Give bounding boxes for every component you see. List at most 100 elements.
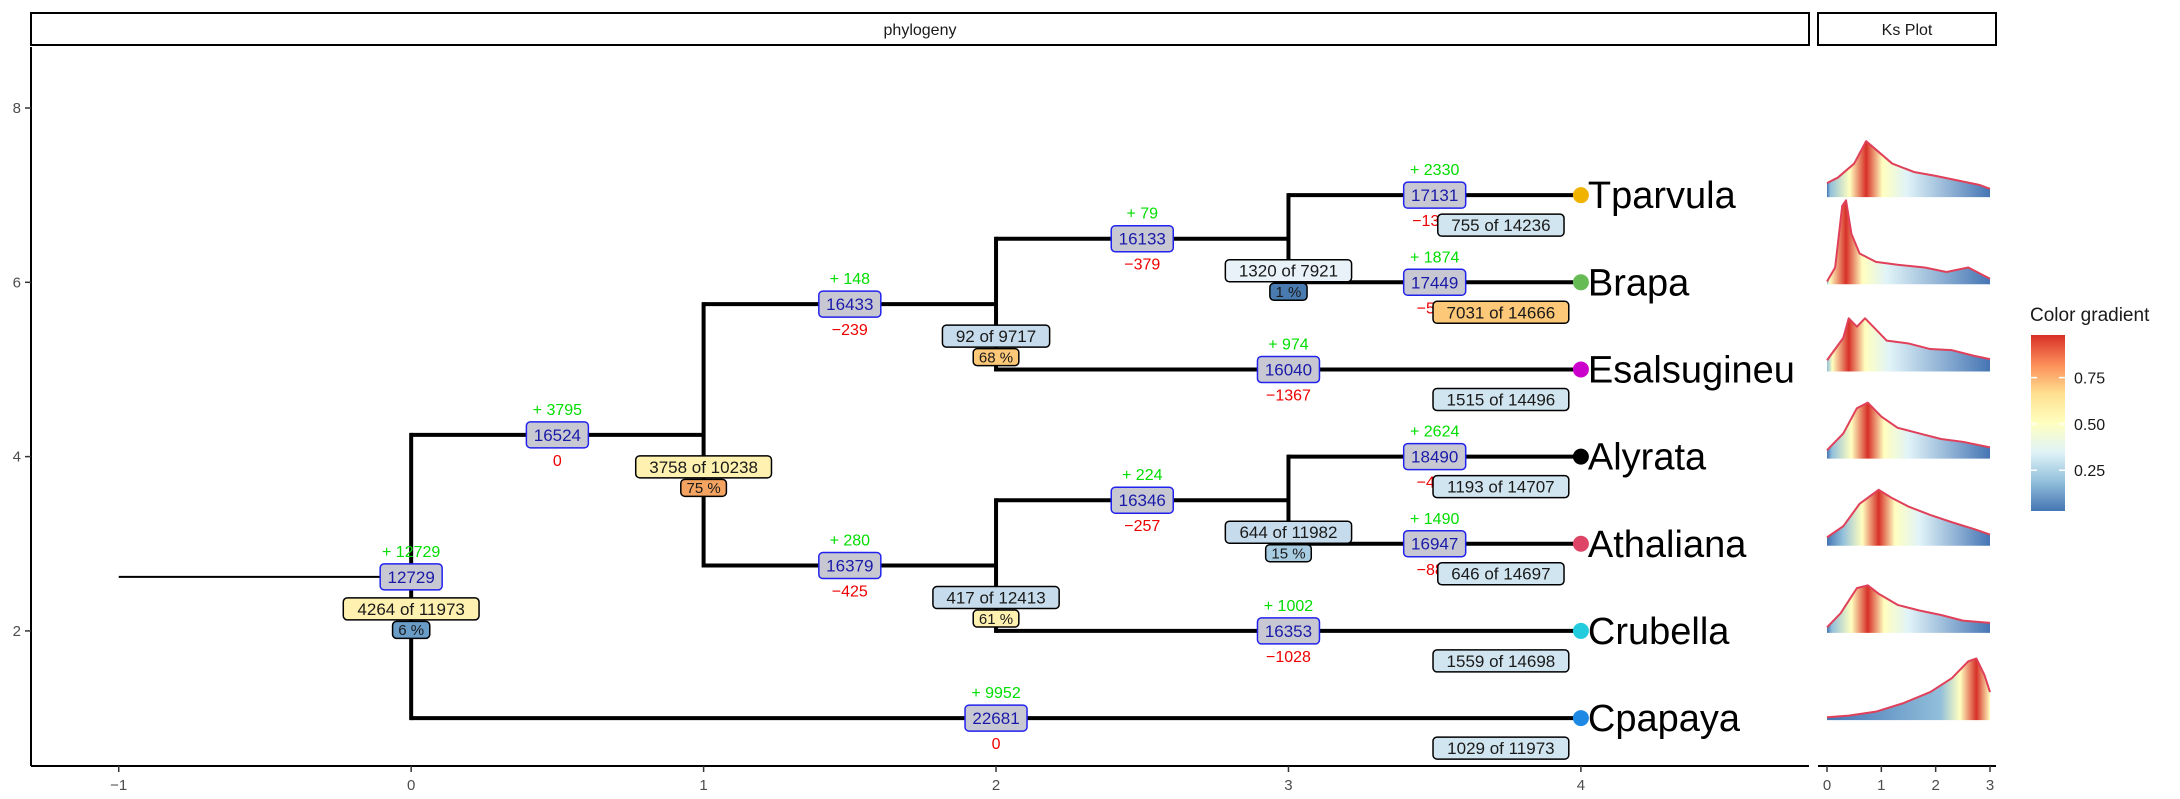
tip-count-label-text: 1029 of 11973 xyxy=(1447,739,1554,758)
y-tick-label: 4 xyxy=(13,449,21,466)
branch-loss-label: −257 xyxy=(1124,518,1160,535)
ks-ridge-area xyxy=(1827,141,1990,198)
node-percent-label-box xyxy=(680,478,728,498)
branch-count-label: 22681 xyxy=(964,704,1028,732)
x-tick-label: 3 xyxy=(1284,777,1292,794)
branch-count-label-text: 17449 xyxy=(1411,273,1458,292)
ks-x-tick-label: 1 xyxy=(1877,777,1885,794)
branch-gain-label: + 1002 xyxy=(1264,598,1313,615)
branch-loss-label: −425 xyxy=(832,584,868,601)
tip-dot xyxy=(1572,274,1589,291)
branch-count-label-box xyxy=(964,704,1028,732)
node-count-label-text: 1320 of 7921 xyxy=(1239,262,1338,281)
node-percent-label-text: 15 % xyxy=(1271,545,1305,562)
ks-ridge-line xyxy=(1826,317,1991,361)
ks-ridge-line xyxy=(1826,488,1991,539)
y-tick-label: 6 xyxy=(13,274,21,291)
branch-count-label-text: 18490 xyxy=(1411,448,1458,467)
node-count-label-box xyxy=(342,597,480,621)
branch-loss-label: −379 xyxy=(1124,257,1160,274)
node-count-label-text: 417 of 12413 xyxy=(946,589,1045,608)
branch-gain-label: + 2330 xyxy=(1410,162,1459,179)
ks-x-tick-label: 2 xyxy=(1931,777,1939,794)
tip-count-label-text: 755 of 14236 xyxy=(1451,216,1550,235)
node-count-label-box xyxy=(1224,520,1353,544)
legend-tick-label: 0.75 xyxy=(2074,371,2105,388)
branch-loss-label: −1028 xyxy=(1266,649,1311,666)
node-count-label-box xyxy=(932,585,1060,610)
tip-dot xyxy=(1572,361,1589,378)
phylogeny-panel-title: phylogeny xyxy=(884,22,957,39)
tip-count-label-box xyxy=(1437,562,1565,586)
legend-tick-label: 0.25 xyxy=(2074,463,2105,480)
branch-loss-label: −1367 xyxy=(1266,387,1311,404)
tip-dot xyxy=(1572,710,1589,727)
x-tick-label: 1 xyxy=(699,777,707,794)
phylogeny-x-ticks: −1 0 1 2 3 4 xyxy=(110,766,1585,794)
branch-count-label-box xyxy=(818,551,882,580)
node-count-label-text: 644 of 11982 xyxy=(1239,523,1337,542)
branch-gain-label: + 974 xyxy=(1268,336,1309,353)
node-count-label-text: 4264 of 11973 xyxy=(357,600,464,619)
y-tick-label: 2 xyxy=(13,623,21,640)
branch-gain-label: + 148 xyxy=(830,271,871,288)
node-percent-label: 6 % xyxy=(391,620,431,640)
x-tick-label: 0 xyxy=(407,777,415,794)
phylogeny-tips: Tparvula 755 of 14236 Brapa 7031 of 14666 Es… xyxy=(1432,175,1795,760)
branch-count-label-text: 16524 xyxy=(534,426,581,445)
tip-count-label-text: 1515 of 14496 xyxy=(1447,390,1556,409)
ks-strip-box xyxy=(1817,12,1997,46)
y-tick-label: 8 xyxy=(13,100,21,117)
tip-dot xyxy=(1572,187,1589,204)
branch-count-label: 18490 xyxy=(1402,442,1467,471)
branch-count-label-text: 16379 xyxy=(826,557,873,576)
tip-count-label: 646 of 14697 xyxy=(1437,562,1565,586)
branch-count-label: 16433 xyxy=(818,290,882,318)
tip-count-label: 1193 of 14707 xyxy=(1432,474,1570,499)
ks-ridge-area xyxy=(1827,318,1990,372)
node-percent-label-box xyxy=(1264,543,1313,563)
tip-count-label: 7031 of 14666 xyxy=(1432,300,1570,325)
branch-count-label-box xyxy=(1402,530,1467,558)
branch-count-label-box xyxy=(379,563,443,591)
color-legend: Color gradient 0.75 0.50 0.25 xyxy=(2030,305,2150,511)
branch-count-label-box xyxy=(1256,617,1321,645)
branch-count-label-box xyxy=(818,290,882,318)
x-tick-label: −1 xyxy=(110,777,127,794)
branch-count-label-text: 12729 xyxy=(388,568,435,587)
node-percent-label-box xyxy=(391,620,431,640)
ks-ridge-line xyxy=(1826,657,1991,719)
ks-ridge-line xyxy=(1826,199,1991,283)
tip-name-label: Cpapaya xyxy=(1588,698,1741,740)
branch-count-label-text: 22681 xyxy=(972,709,1019,728)
tip-count-label: 1515 of 14496 xyxy=(1432,387,1570,412)
tip-name-label: Tparvula xyxy=(1588,175,1737,217)
node-percent-label: 61 % xyxy=(972,609,1020,628)
branch-count-label-box xyxy=(1402,181,1467,209)
node-percent-label-text: 6 % xyxy=(398,622,424,639)
ks-panel-strip: Ks Plot xyxy=(1817,12,1997,46)
tip-count-label: 1559 of 14698 xyxy=(1432,649,1570,673)
node-percent-label-box xyxy=(1269,282,1308,301)
branch-count-label-text: 16133 xyxy=(1119,230,1166,249)
tip-name-label: Athaliana xyxy=(1588,524,1747,566)
node-percent-label-box xyxy=(972,609,1020,628)
ks-panel-title: Ks Plot xyxy=(1882,22,1933,39)
phylogeny-panel-strip: phylogeny xyxy=(30,12,1810,46)
branch-loss-label: 0 xyxy=(992,736,1001,753)
phylogeny-branch-labels: 12729 + 12729 16524 + 3795 0 22681 + 9952 0 1643… xyxy=(379,162,1467,753)
tip-count-label-text: 646 of 14697 xyxy=(1451,565,1550,584)
node-count-label-text: 92 of 9717 xyxy=(956,327,1036,346)
branch-gain-label: + 3795 xyxy=(533,402,582,419)
tip-count-label-box xyxy=(1437,213,1565,237)
branch-count-label: 16040 xyxy=(1256,355,1321,384)
node-percent-label: 1 % xyxy=(1269,282,1308,301)
ks-ridge-area xyxy=(1827,658,1990,721)
branch-count-label: 16524 xyxy=(525,421,590,449)
node-percent-label-text: 1 % xyxy=(1276,284,1302,301)
node-count-label-box xyxy=(941,324,1051,348)
ks-x-tick-label: 3 xyxy=(1986,777,1994,794)
legend-title: Color gradient xyxy=(2030,305,2150,326)
branch-gain-label: + 280 xyxy=(830,533,871,550)
